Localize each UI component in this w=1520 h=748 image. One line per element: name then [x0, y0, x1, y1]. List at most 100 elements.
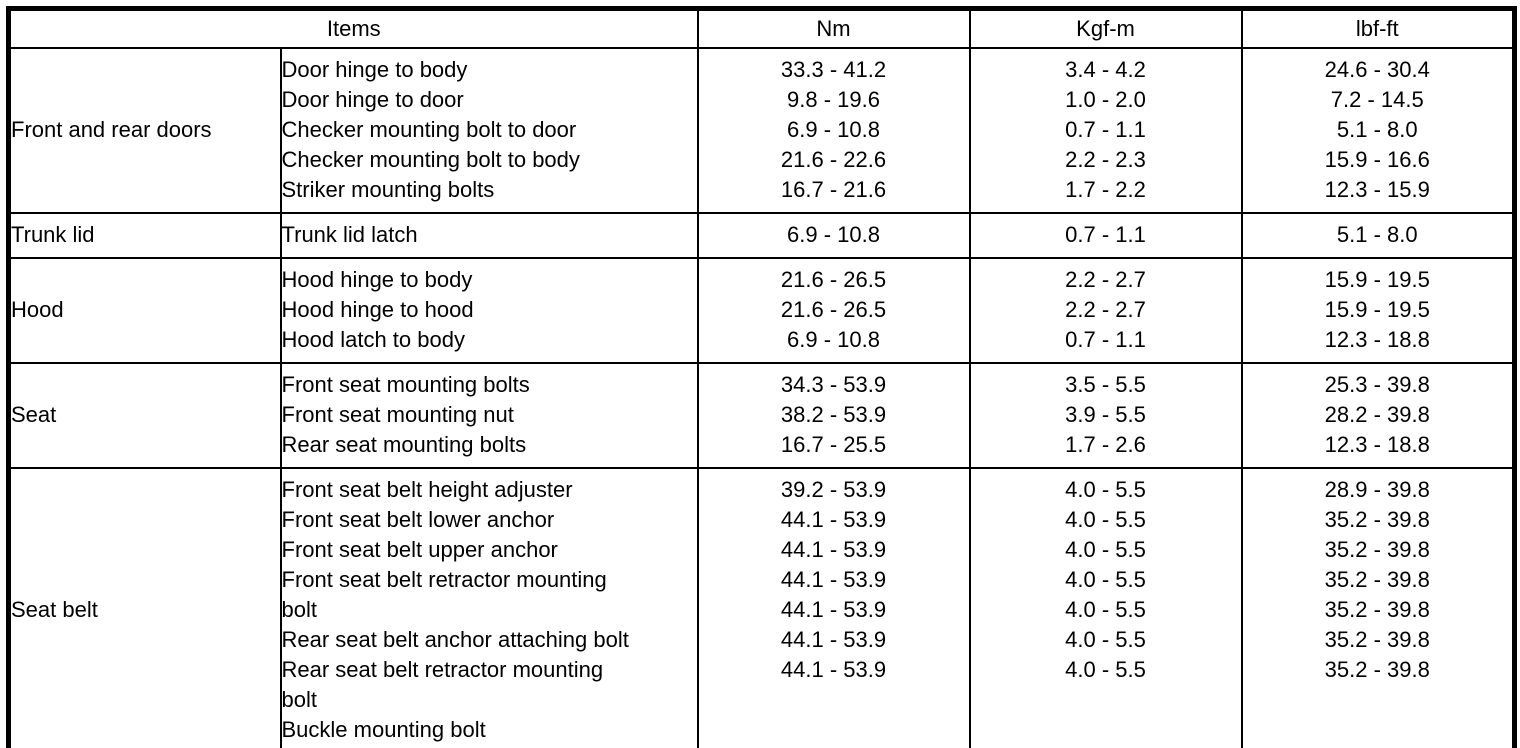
- kgf-m-cell: 4.0 - 5.5: [968, 624, 1242, 655]
- kgf-m-cell: 4.0 - 5.5: [968, 654, 1242, 685]
- lbf-ft-cell: [1240, 684, 1515, 715]
- kgf-m-cell: [968, 714, 1242, 748]
- lbf-ft-cell: 24.6 - 30.4: [1240, 47, 1515, 85]
- nm-cell: 21.6 - 26.5: [696, 257, 970, 295]
- nm-cell: [696, 684, 970, 715]
- lbf-ft-cell: 5.1 - 8.0: [1240, 114, 1515, 145]
- nm-cell: 16.7 - 25.5: [696, 429, 970, 468]
- nm-cell: 44.1 - 53.9: [696, 624, 970, 655]
- kgf-m-cell: [968, 684, 1242, 715]
- category-cell: Hood: [11, 297, 64, 322]
- kgf-m-cell: 0.7 - 1.1: [968, 114, 1242, 145]
- table-row: Rear seat belt anchor attaching bolt 44.1…: [9, 624, 1515, 655]
- table-row: Front and rear doors Door hinge to body 33…: [9, 47, 1515, 142]
- item-cell: Door hinge to door: [279, 84, 698, 115]
- lbf-ft-cell: 25.3 - 39.8: [1240, 362, 1515, 400]
- nm-cell: 44.1 - 53.9: [696, 564, 970, 595]
- header-row: Items Nm Kgf-m lbf-ft: [8, 8, 1515, 49]
- lbf-ft-cell: 7.2 - 14.5: [1240, 84, 1515, 115]
- table-row: Checker mounting bolt to door 6.9 - 10.8 0…: [9, 114, 1515, 145]
- item-cell: Checker mounting bolt to body: [279, 144, 698, 175]
- table-row: Rear seat mounting bolts 16.7 - 25.5 1.7 -…: [9, 429, 1515, 468]
- kgf-m-cell: 2.2 - 2.7: [968, 257, 1242, 295]
- item-cell: Front seat mounting bolts: [279, 362, 698, 400]
- item-cell: Hood hinge to hood: [279, 294, 698, 325]
- lbf-ft-cell: 28.2 - 39.8: [1240, 399, 1515, 430]
- item-cell: bolt: [279, 684, 698, 715]
- item-cell: Trunk lid latch: [279, 212, 698, 258]
- kgf-m-cell: 1.0 - 2.0: [968, 84, 1242, 115]
- item-cell: Front seat belt height adjuster: [279, 467, 698, 505]
- lbf-ft-cell: 15.9 - 16.6: [1240, 144, 1515, 175]
- item-cell: bolt: [279, 594, 698, 625]
- item-cell: Front seat belt lower anchor: [279, 504, 698, 535]
- category-cell: Front and rear doors: [11, 117, 212, 142]
- nm-cell: 34.3 - 53.9: [696, 362, 970, 400]
- item-cell: Door hinge to body: [279, 47, 698, 85]
- item-cell: Hood latch to body: [279, 324, 698, 363]
- table-row: Front seat belt lower anchor 44.1 - 53.9 4…: [9, 504, 1515, 535]
- lbf-ft-cell: 12.3 - 15.9: [1240, 174, 1515, 213]
- category-cell: Seat: [11, 402, 57, 427]
- kgf-m-cell: 4.0 - 5.5: [968, 467, 1242, 505]
- section-seat-belt: Seat belt Front seat belt height adjuster…: [8, 467, 1515, 748]
- nm-cell: 6.9 - 10.8: [696, 212, 970, 258]
- lbf-ft-cell: 15.9 - 19.5: [1240, 294, 1515, 325]
- nm-cell: 44.1 - 53.9: [696, 594, 970, 625]
- lbf-ft-cell: [1240, 714, 1515, 748]
- table-row: Hood hinge to hood 21.6 - 26.5 2.2 - 2.7 15…: [9, 294, 1515, 325]
- item-cell: Front seat mounting nut: [279, 399, 698, 430]
- kgf-m-cell: 2.2 - 2.7: [968, 294, 1242, 325]
- item-cell: Striker mounting bolts: [279, 174, 698, 213]
- table-row: bolt 44.1 - 53.9 4.0 - 5.5 35.2 - 39.8: [9, 594, 1515, 625]
- table-row: Seat belt Front seat belt height adjuster…: [9, 467, 1515, 622]
- lbf-ft-cell: 35.2 - 39.8: [1240, 654, 1515, 685]
- table-row: Striker mounting bolts 16.7 - 21.6 1.7 - 2…: [9, 174, 1515, 213]
- kgf-m-cell: 1.7 - 2.2: [968, 174, 1242, 213]
- table-row: Buckle mounting bolt: [9, 714, 1515, 748]
- lbf-ft-cell: 12.3 - 18.8: [1240, 324, 1515, 363]
- nm-cell: 21.6 - 26.5: [696, 294, 970, 325]
- nm-cell: [696, 714, 970, 748]
- kgf-m-cell: 1.7 - 2.6: [968, 429, 1242, 468]
- header-lbf-ft: lbf-ft: [1240, 8, 1515, 49]
- item-cell: Rear seat belt anchor attaching bolt: [279, 624, 698, 655]
- section-hood: Hood Hood hinge to body 21.6 - 26.5 2.2 - 2…: [8, 257, 1515, 363]
- kgf-m-cell: 4.0 - 5.5: [968, 564, 1242, 595]
- kgf-m-cell: 4.0 - 5.5: [968, 594, 1242, 625]
- nm-cell: 44.1 - 53.9: [696, 534, 970, 565]
- table-row: Door hinge to door 9.8 - 19.6 1.0 - 2.0 7.2…: [9, 84, 1515, 115]
- nm-cell: 21.6 - 22.6: [696, 144, 970, 175]
- table-row: Seat Front seat mounting bolts 34.3 - 53.9…: [9, 362, 1515, 427]
- lbf-ft-cell: 35.2 - 39.8: [1240, 564, 1515, 595]
- nm-cell: 16.7 - 21.6: [696, 174, 970, 213]
- nm-cell: 38.2 - 53.9: [696, 399, 970, 430]
- table-row: bolt: [9, 684, 1515, 715]
- nm-cell: 6.9 - 10.8: [696, 324, 970, 363]
- header-kgf-m: Kgf-m: [968, 8, 1242, 49]
- table-row: Front seat belt retractor mounting 44.1 -…: [9, 564, 1515, 595]
- item-cell: Rear seat mounting bolts: [279, 429, 698, 468]
- item-cell: Checker mounting bolt to door: [279, 114, 698, 145]
- kgf-m-cell: 3.9 - 5.5: [968, 399, 1242, 430]
- table-row: Hood Hood hinge to body 21.6 - 26.5 2.2 - 2…: [9, 257, 1515, 322]
- table-row: Hood latch to body 6.9 - 10.8 0.7 - 1.1 12.…: [9, 324, 1515, 363]
- category-cell: Seat belt: [11, 597, 98, 622]
- lbf-ft-cell: 5.1 - 8.0: [1240, 212, 1515, 258]
- nm-cell: 33.3 - 41.2: [696, 47, 970, 85]
- nm-cell: 6.9 - 10.8: [696, 114, 970, 145]
- item-cell: Hood hinge to body: [279, 257, 698, 295]
- kgf-m-cell: 0.7 - 1.1: [968, 324, 1242, 363]
- section-seat: Seat Front seat mounting bolts 34.3 - 53.9…: [8, 362, 1515, 468]
- lbf-ft-cell: 35.2 - 39.8: [1240, 624, 1515, 655]
- kgf-m-cell: 0.7 - 1.1: [968, 212, 1242, 258]
- kgf-m-cell: 3.4 - 4.2: [968, 47, 1242, 85]
- section-front-and-rear-doors: Front and rear doors Door hinge to body 33…: [8, 47, 1515, 213]
- table-header: Items Nm Kgf-m lbf-ft: [8, 8, 1515, 49]
- lbf-ft-cell: 28.9 - 39.8: [1240, 467, 1515, 505]
- nm-cell: 39.2 - 53.9: [696, 467, 970, 505]
- item-cell: Buckle mounting bolt: [279, 714, 698, 748]
- item-cell: Rear seat belt retractor mounting: [279, 654, 698, 685]
- kgf-m-cell: 2.2 - 2.3: [968, 144, 1242, 175]
